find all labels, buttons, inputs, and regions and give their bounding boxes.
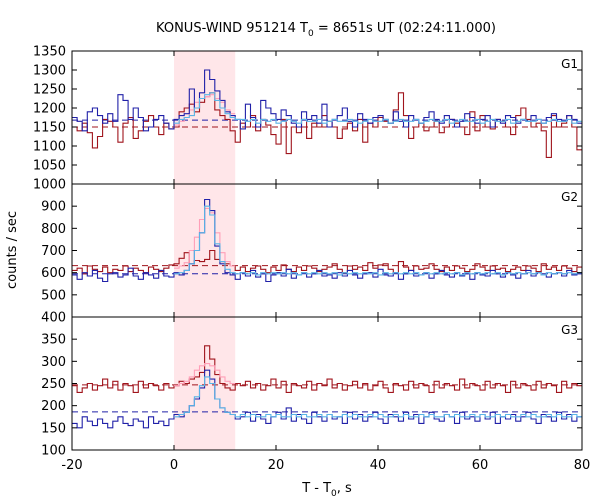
y-tick-label: 200 (41, 399, 66, 414)
panel-g1: 1000 1050 1100 1150 1200 1250 1300 1350 G1 (33, 45, 583, 193)
series-dark-blue (72, 369, 582, 429)
x-tick-label: 0 (170, 458, 178, 473)
plot-area: 10001050110011501200125013001350G1400500… (33, 45, 590, 474)
series-pink (174, 363, 236, 387)
y-tick-label: 500 (41, 288, 66, 303)
panel-label: G1 (561, 57, 578, 71)
y-tick-label: 300 (41, 355, 66, 370)
y-tick-label: 600 (41, 266, 66, 281)
y-tick-label: 1200 (33, 102, 66, 117)
panel-g2: 400 500 600 700 800 900 G2 (41, 183, 583, 326)
y-tick-label: 1000 (33, 178, 66, 193)
panel-g3: 100 150 200 250 300 350 G3 (41, 316, 583, 459)
series-light-blue (174, 205, 582, 276)
series-light-blue (174, 376, 582, 418)
y-tick-label: 900 (41, 200, 66, 215)
y-tick-label: 1300 (33, 64, 66, 79)
y-tick-label: 800 (41, 222, 66, 237)
y-tick-label: 1100 (33, 140, 66, 155)
y-axis-label: counts / sec (5, 211, 20, 289)
panel-label: G3 (561, 323, 578, 337)
series-dark-red (72, 345, 582, 393)
series-light-blue (174, 92, 582, 124)
y-tick-label: 1350 (33, 45, 66, 60)
y-tick-label: 350 (41, 333, 66, 348)
y-tick-label: 250 (41, 377, 66, 392)
x-tick-label: 40 (370, 458, 387, 473)
chart-title: KONUS-WIND 951214 T0 = 8651s UT (02:24:1… (156, 21, 496, 39)
x-axis-label: T - T0, s (301, 481, 352, 499)
y-tick-label: 1150 (33, 121, 66, 136)
y-tick-label: 1250 (33, 83, 66, 98)
y-tick-label: 150 (41, 421, 66, 436)
y-tick-label: 100 (41, 444, 66, 459)
series-dark-red (72, 249, 582, 275)
y-tick-label: 1050 (33, 159, 66, 174)
panel-frame (71, 183, 583, 318)
x-tick-label: -20 (61, 458, 82, 473)
x-tick-label: 20 (268, 458, 285, 473)
x-tick-label: 60 (472, 458, 489, 473)
x-tick-label: 80 (574, 458, 591, 473)
panel-label: G2 (561, 190, 578, 204)
y-tick-label: 400 (41, 311, 66, 326)
y-tick-label: 700 (41, 244, 66, 259)
